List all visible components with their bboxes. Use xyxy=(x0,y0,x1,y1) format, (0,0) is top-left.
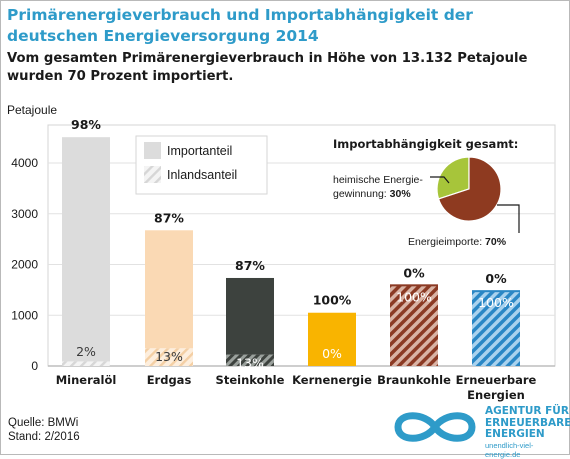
chart-subtitle: Vom gesamten Primärenergieverbrauch in H… xyxy=(7,51,528,84)
bar-domestic xyxy=(145,348,193,366)
logo-line2: ERNEUERBARE xyxy=(485,416,570,429)
pie-label-domestic-line2: gewinnung: 30% xyxy=(333,188,411,200)
x-tick-label: Steinkohle xyxy=(216,373,285,387)
bar-top-label: 87% xyxy=(154,210,184,225)
x-tick-label: Energien xyxy=(467,388,525,402)
pie-slice xyxy=(437,156,502,222)
source-note: Quelle: BMWi Stand: 2/2016 xyxy=(8,416,80,444)
x-tick-label: Braunkohle xyxy=(377,373,451,387)
x-tick-label: Kernenergie xyxy=(292,373,372,387)
logo-wordmark: AGENTUR FÜR ERNEUERBARE ENERGIEN xyxy=(485,405,570,441)
bar-group: 0% 100% Braunkohle xyxy=(377,265,451,387)
bar-top-label: 0% xyxy=(403,265,425,280)
bar-cap xyxy=(390,284,438,287)
bar-domestic xyxy=(226,354,274,366)
stand-label: Stand: 2/2016 xyxy=(8,431,80,443)
bar-top-label: 0% xyxy=(485,271,507,286)
legend-label-domestic: Inlandsanteil xyxy=(167,168,237,182)
pie-label-domestic-line1: heimische Energie- xyxy=(333,174,423,186)
bar-bottom-label: 13% xyxy=(236,356,264,371)
bar-bottom-label: 100% xyxy=(396,289,432,304)
bar-import xyxy=(308,312,356,366)
pie-label-imports: Energieimporte: 70% xyxy=(408,236,507,248)
pie-title: Importabhängigkeit gesamt: xyxy=(333,137,518,151)
bar-top-label: 87% xyxy=(235,258,265,273)
bar-bottom-label: 0% xyxy=(322,346,342,361)
bar-domestic xyxy=(62,361,110,366)
y-axis-label: Petajoule xyxy=(7,103,58,117)
bar-group: 100% 0% Kernenergie xyxy=(292,293,372,387)
y-tick-label: 2000 xyxy=(11,258,38,272)
pie-slice xyxy=(436,156,470,200)
bar-group: 87% 13% Steinkohle xyxy=(216,258,285,387)
logo-line3: ENERGIEN xyxy=(485,428,545,440)
x-tick-label: Mineralöl xyxy=(56,373,117,387)
legend-swatch-import xyxy=(144,142,161,159)
bar-cap xyxy=(472,290,520,293)
pie-leader-domestic xyxy=(430,176,450,184)
bar-domestic xyxy=(390,285,438,366)
bar-bottom-label: 100% xyxy=(478,295,514,310)
bar-domestic xyxy=(472,291,520,366)
bar-import xyxy=(62,137,110,362)
pie-pct-domestic: 30% xyxy=(390,188,412,200)
chart-title: Primärenergieverbrauch und Importabhängi… xyxy=(7,6,473,45)
logo-url: unendlich-viel-energie.de xyxy=(485,441,534,459)
bar-import xyxy=(145,230,193,349)
bar-group: 87% 13% Erdgas xyxy=(145,210,193,387)
pie-pct-imports: 70% xyxy=(485,236,507,248)
y-tick-label: 1000 xyxy=(11,308,38,322)
legend-swatch-domestic xyxy=(144,166,161,183)
x-tick-label: Erneuerbare xyxy=(456,373,537,387)
bar-group: 98% 2% Mineralöl xyxy=(56,117,117,387)
y-tick-label: 4000 xyxy=(11,156,38,170)
source-label: Quelle: BMWi xyxy=(8,417,79,429)
bar-bottom-label: 13% xyxy=(155,349,183,364)
legend-label-import: Importanteil xyxy=(167,144,232,158)
aee-logo: AGENTUR FÜR ERNEUERBARE ENERGIEN unendli… xyxy=(390,402,570,459)
y-tick-label: 0 xyxy=(31,359,38,373)
x-tick-label: Erdgas xyxy=(147,373,192,387)
pie-leader-imports xyxy=(497,204,520,233)
bar-bottom-label: 2% xyxy=(76,344,96,359)
bar-top-label: 98% xyxy=(71,117,101,132)
bar-import xyxy=(226,277,274,355)
logo-line1: AGENTUR FÜR xyxy=(485,405,569,417)
bar-top-label: 100% xyxy=(313,293,352,308)
y-tick-label: 3000 xyxy=(11,207,38,221)
infinity-logo-icon xyxy=(394,412,476,442)
